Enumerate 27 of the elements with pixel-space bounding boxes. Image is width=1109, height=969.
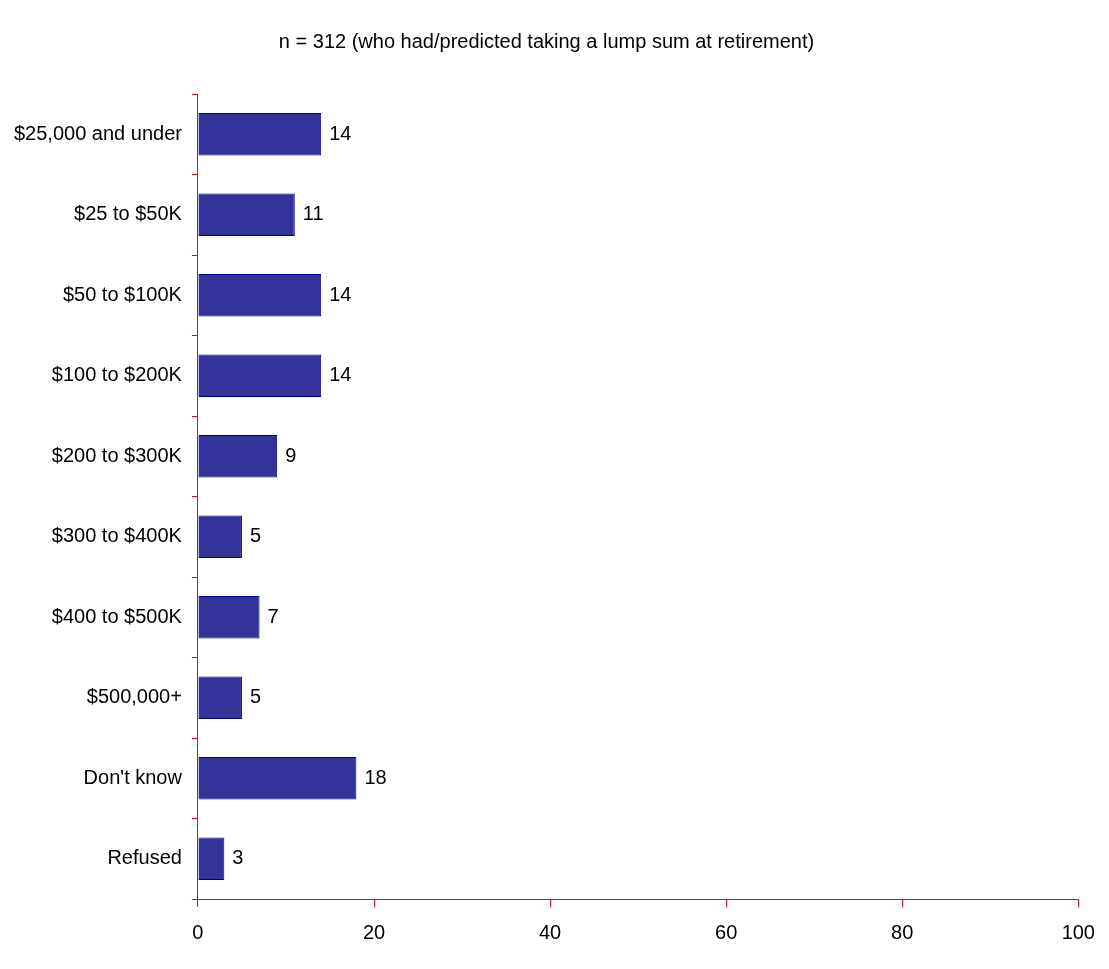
y-tick-label: $300 to $400K (51, 524, 183, 547)
data-label: 3 (232, 846, 244, 869)
data-label: 5 (249, 524, 262, 547)
y-tick-label: $400 to $500K (51, 604, 183, 627)
data-label: 14 (329, 121, 352, 144)
x-tick-label: 40 (538, 920, 562, 943)
data-label: 9 (285, 443, 297, 466)
x-tick-label: 80 (891, 920, 914, 943)
x-tick-label: 0 (192, 920, 204, 943)
chart-title: n = 312 (who had/predicted taking a lump sum at retirement) (278, 29, 815, 52)
y-tick-label: Don't know (83, 765, 183, 788)
data-label: 11 (302, 202, 324, 225)
y-tick-label: $100 to $200K (51, 363, 183, 386)
y-tick-label: $200 to $300K (51, 443, 183, 466)
data-label: 18 (364, 765, 387, 788)
y-tick-label: Refused (107, 846, 182, 869)
x-tick-label: 20 (362, 920, 386, 943)
x-tick-label: 100 (1061, 920, 1095, 943)
data-label: 5 (249, 685, 262, 708)
data-label: 7 (267, 604, 279, 627)
data-label: 14 (329, 282, 352, 305)
y-tick-label: $25 to $50K (74, 202, 183, 225)
y-tick-label: $50 to $100K (62, 282, 183, 305)
y-tick-label: $25,000 and under (13, 121, 183, 144)
data-label: 14 (329, 363, 352, 386)
y-tick-label: $500,000+ (86, 685, 182, 708)
x-tick-label: 60 (715, 920, 738, 943)
